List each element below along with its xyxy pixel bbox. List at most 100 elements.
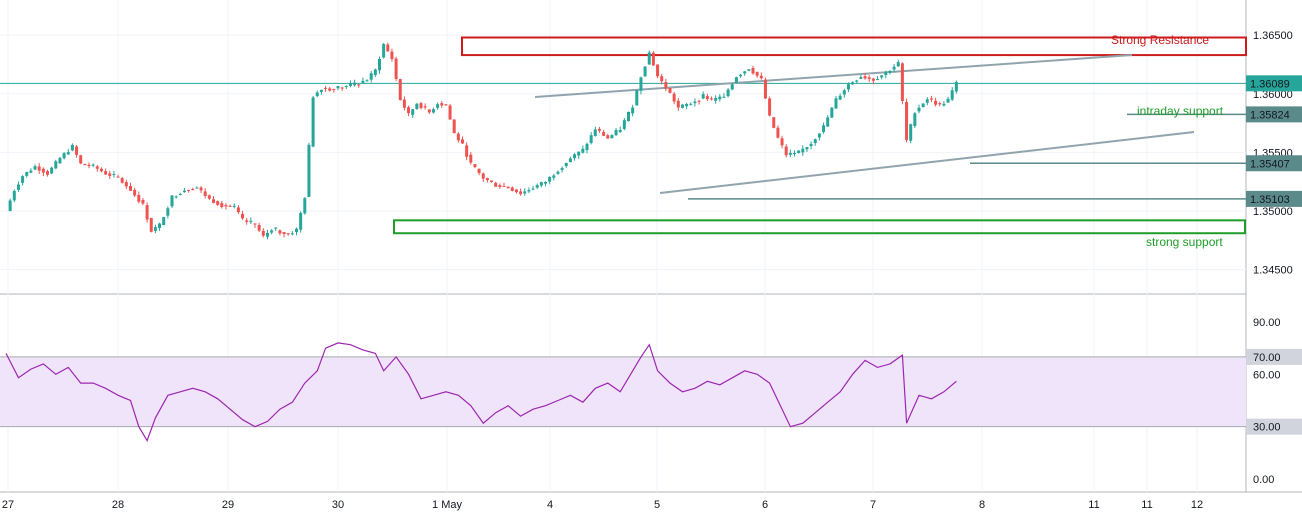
candle-down — [755, 71, 759, 76]
candle-up — [153, 227, 157, 231]
candle-up — [16, 184, 20, 190]
candle-down — [108, 173, 112, 176]
candle-up — [822, 125, 826, 133]
price-tick-label: 1.36000 — [1253, 89, 1293, 101]
candle-up — [585, 143, 589, 151]
resistance-zone — [461, 36, 1247, 57]
candle-up — [639, 77, 643, 91]
candle-up — [91, 164, 95, 166]
time-axis: 27 28 29 30 1 May 4 5 6 7 8 11 11 12 — [2, 499, 1203, 511]
candle-up — [685, 103, 689, 107]
candle-down — [394, 58, 398, 79]
candle-down — [228, 205, 232, 207]
candle-up — [718, 96, 722, 100]
candle-down — [149, 217, 153, 232]
candle-up — [373, 69, 377, 76]
rsi-panel — [0, 342, 1246, 442]
candle-up — [564, 162, 568, 167]
candle-down — [938, 103, 942, 105]
candle-up — [817, 133, 821, 138]
candle-down — [41, 168, 45, 173]
candle-down — [444, 104, 448, 106]
candle-down — [116, 176, 120, 178]
candle-up — [548, 176, 552, 182]
candle-down — [203, 191, 207, 196]
level-label-box — [1246, 155, 1302, 172]
candle-up — [25, 172, 29, 176]
candle-down — [191, 189, 195, 191]
candle-down — [668, 87, 672, 93]
candle-down — [216, 201, 220, 205]
rsi-level-box — [1246, 348, 1302, 365]
candle-up — [62, 153, 66, 159]
time-tick-label: 7 — [870, 499, 876, 511]
candle-down — [75, 146, 79, 155]
candle-down — [133, 189, 137, 196]
candle-up — [739, 74, 743, 77]
candle-up — [21, 176, 25, 183]
lower-trend-line — [659, 131, 1195, 194]
candle-up — [618, 129, 622, 133]
last-price-label: 1.36089 — [1250, 78, 1290, 90]
candle-down — [672, 93, 676, 102]
time-tick-label: 11 — [1141, 499, 1152, 511]
candle-up — [544, 181, 547, 184]
rsi-tick-label: 90.00 — [1253, 317, 1281, 329]
time-tick-label: 28 — [112, 499, 124, 511]
candle-up — [788, 152, 792, 155]
candle-up — [162, 217, 166, 226]
candle-up — [174, 196, 178, 198]
candle-up — [722, 96, 726, 98]
candle-up — [66, 152, 70, 155]
rsi-line — [5, 342, 957, 442]
candle-down — [863, 76, 867, 79]
price-tick-label: 1.35000 — [1253, 206, 1293, 218]
candle-up — [270, 230, 274, 233]
candle-down — [452, 119, 456, 134]
candle-up — [307, 144, 311, 197]
candle-down — [597, 128, 601, 131]
candle-down — [494, 182, 498, 187]
candle-up — [70, 144, 74, 151]
candle-down — [340, 87, 344, 89]
candle-up — [527, 190, 531, 192]
candle-down — [606, 135, 610, 139]
candle-down — [141, 200, 145, 204]
candle-up — [896, 62, 900, 67]
intraday-support-label: intraday support — [1137, 104, 1224, 118]
candle-up — [415, 103, 419, 109]
candle-down — [905, 101, 909, 141]
candle-up — [888, 70, 892, 73]
candle-down — [99, 168, 103, 172]
candle-up — [622, 120, 626, 129]
candle-down — [498, 185, 502, 187]
candle-down — [236, 207, 240, 213]
candle-up — [801, 148, 805, 153]
candle-up — [344, 85, 348, 87]
rsi-band — [0, 356, 1246, 427]
level-label-box — [1246, 190, 1302, 207]
candle-down — [324, 87, 328, 89]
candle-down — [506, 186, 510, 189]
candle-down — [602, 132, 606, 136]
candle-down — [46, 171, 49, 175]
candle-down — [261, 230, 265, 236]
time-tick-label: 11 — [1088, 499, 1099, 511]
candle-up — [730, 84, 734, 90]
candle-up — [54, 161, 58, 169]
time-tick-label: 29 — [222, 499, 234, 511]
candle-down — [253, 223, 257, 225]
candle-up — [369, 73, 373, 80]
candle-up — [610, 135, 614, 139]
candle-down — [427, 109, 431, 113]
candle-up — [348, 83, 352, 86]
candle-down — [934, 100, 938, 105]
candle-up — [809, 143, 813, 147]
candle-down — [759, 75, 763, 79]
candle-down — [419, 103, 423, 109]
candle-up — [826, 117, 830, 127]
candle-up — [8, 200, 12, 211]
candle-up — [195, 187, 199, 189]
candle-down — [871, 78, 875, 81]
